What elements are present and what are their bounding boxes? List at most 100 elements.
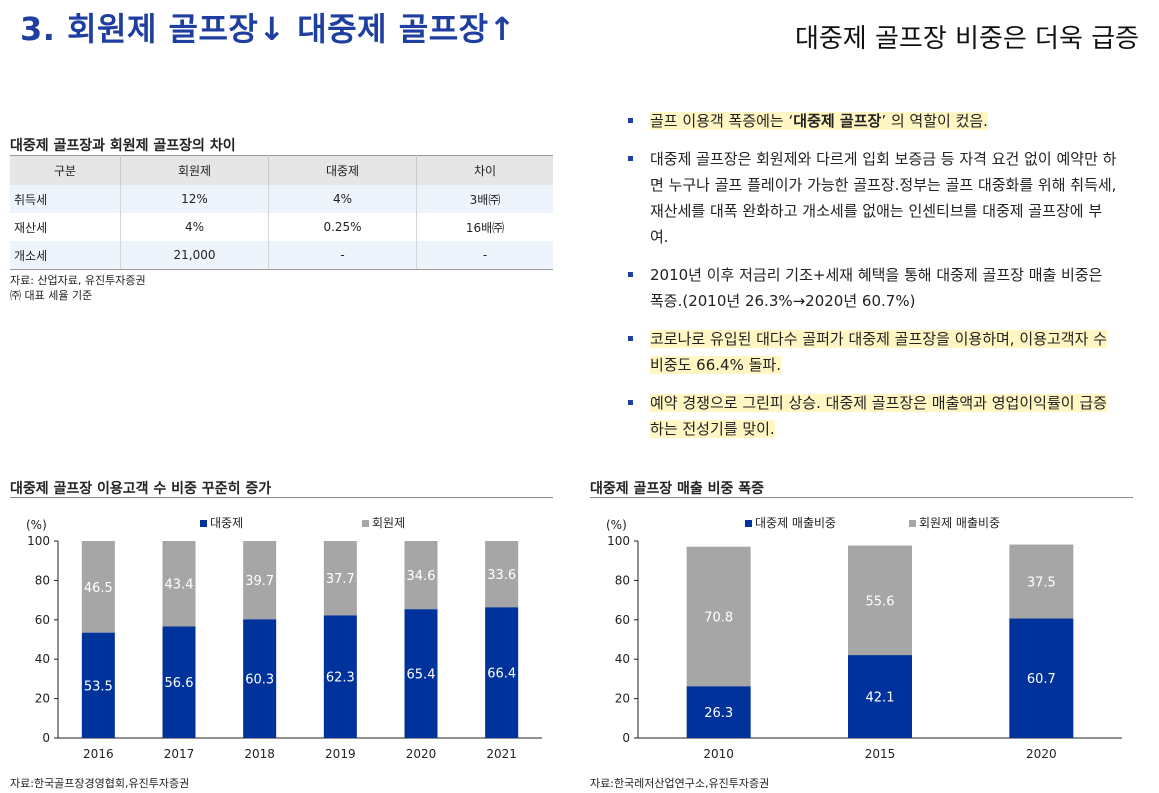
- bullet-text-pre: 예약 경쟁으로 그린피 상승. 대중제 골프장은 매출액과 영업이익률이 급증하…: [650, 394, 1107, 438]
- table-cell: 취득세: [10, 185, 121, 213]
- y-tick-label: 60: [35, 613, 50, 627]
- table-row: 취득세 12% 4% 3배㈜: [10, 185, 553, 213]
- table-header-cell: 차이: [416, 155, 553, 185]
- legend-label: 회원제: [372, 516, 405, 530]
- bullet-text-pre: 2010년 이후 저금리 기조+세재 혜택을 통해 대중제 골프장 매출 비중은…: [650, 266, 1103, 310]
- y-tick-label: 40: [615, 652, 630, 666]
- data-label: 43.4: [165, 578, 194, 593]
- bar-segment: [162, 541, 196, 627]
- data-label: 26.3: [704, 706, 733, 721]
- table-header-row: 구분 회원제 대중제 차이: [10, 155, 553, 185]
- chart1-source: 자료:한국골프장경영협회,유진투자증권: [10, 777, 190, 790]
- data-label: 34.6: [407, 569, 436, 584]
- legend-swatch: [200, 520, 207, 527]
- bar-segment: [686, 546, 751, 687]
- table-cell: 재산세: [14, 220, 48, 235]
- x-tick-label: 2016: [83, 747, 114, 761]
- y-tick-label: 100: [607, 534, 630, 548]
- legend-swatch: [745, 520, 752, 527]
- legend-swatch: [909, 520, 916, 527]
- data-label: 70.8: [704, 610, 733, 625]
- table-cell: 3배㈜: [416, 185, 553, 213]
- chart2-title: 대중제 골프장 매출 비중 폭증: [590, 481, 765, 497]
- data-label: 42.1: [866, 691, 895, 706]
- bullet-text-bold: 대중제 골프장: [793, 112, 882, 130]
- data-label: 55.6: [866, 594, 895, 609]
- bullet-text: 예약 경쟁으로 그린피 상승. 대중제 골프장은 매출액과 영업이익률이 급증하…: [650, 394, 1107, 438]
- table-cell: 4%: [268, 185, 417, 213]
- y-axis-unit: (%): [26, 518, 47, 532]
- bar-segment: [243, 541, 277, 620]
- table-cell: 21,000: [120, 241, 269, 270]
- data-label: 60.7: [1027, 672, 1056, 687]
- table-source: 자료: 산업자료, 유진투자증권: [10, 274, 146, 287]
- y-tick-label: 60: [615, 613, 630, 627]
- bullet-text: 코로나로 유입된 대다수 골퍼가 대중제 골프장을 이용하며, 이용고객자 수 …: [650, 330, 1107, 374]
- chart1-title: 대중제 골프장 이용고객 수 비중 꾸준히 증가: [10, 481, 272, 497]
- chart2-svg: (%) 0 20 40 60 80 100 대중제 매출비중 회원제 매출비중 26.3 70.8 2…: [606, 516, 1122, 761]
- bar-segment: [404, 541, 438, 610]
- table-cell: -: [416, 241, 553, 270]
- x-tick-label: 2018: [244, 747, 275, 761]
- y-tick-label: 0: [622, 731, 630, 745]
- bullet-item: 2010년 이후 저금리 기조+세재 혜택을 통해 대중제 골프장 매출 비중은…: [626, 262, 1118, 314]
- bullet-text-pre: 코로나로 유입된 대다수 골퍼가 대중제 골프장을 이용하며, 이용고객자 수 …: [650, 330, 1107, 374]
- data-label: 62.3: [326, 671, 355, 686]
- y-tick-label: 20: [615, 692, 630, 706]
- bar-segment: [848, 545, 912, 656]
- data-label: 66.4: [487, 667, 516, 682]
- legend-label: 대중제 매출비중: [755, 516, 836, 530]
- bar-segment: [162, 626, 196, 738]
- x-tick-label: 2010: [703, 747, 734, 761]
- bullet-text-pre: 대중제 골프장은 회원제와 다르게 입회 보증금 등 자격 요건 없이 예약만 …: [650, 150, 1117, 246]
- bullet-text-pre: 골프 이용객 폭증에는 ‘: [650, 112, 794, 130]
- data-label: 53.5: [84, 679, 113, 694]
- y-tick-label: 40: [35, 652, 50, 666]
- x-tick-label: 2019: [325, 747, 356, 761]
- x-tick-label: 2017: [164, 747, 195, 761]
- x-tick-label: 2020: [406, 747, 437, 761]
- data-label: 60.3: [245, 673, 274, 688]
- bar-segment: [81, 541, 115, 633]
- bullet-item: 코로나로 유입된 대다수 골퍼가 대중제 골프장을 이용하며, 이용고객자 수 …: [626, 326, 1118, 378]
- bullet-text: 대중제 골프장은 회원제와 다르게 입회 보증금 등 자격 요건 없이 예약만 …: [650, 150, 1116, 246]
- y-tick-label: 80: [615, 573, 630, 587]
- y-tick-label: 80: [35, 573, 50, 587]
- data-label: 37.5: [1027, 575, 1056, 590]
- bullet-list-wrap: 골프 이용객 폭증에는 ‘대중제 골프장’ 의 역할이 컸음. 대중제 골프장은 …: [626, 108, 1118, 454]
- chart2-title-rule: [590, 497, 1133, 498]
- table-row: 개소세 21,000 - -: [10, 241, 553, 270]
- comparison-table: 구분 회원제 대중제 차이 취득세 12% 4% 3배㈜ 재산세 4% 0.25…: [10, 155, 553, 270]
- chart2-source: 자료:한국레저산업연구소,유진투자증권: [590, 777, 770, 790]
- x-tick-label: 2015: [865, 747, 896, 761]
- table-row: 재산세 4% 0.25% 16배㈜: [10, 213, 553, 241]
- bar-segment: [485, 541, 519, 608]
- y-tick-label: 0: [42, 731, 50, 745]
- bar-segment: [404, 609, 438, 738]
- data-label: 39.7: [245, 574, 274, 589]
- x-tick-label: 2020: [1026, 747, 1057, 761]
- y-tick-label: 20: [35, 692, 50, 706]
- bullet-text: 골프 이용객 폭증에는 ‘대중제 골프장’ 의 역할이 컸음.: [650, 112, 988, 130]
- data-label: 33.6: [487, 568, 516, 583]
- page-subtitle: 대중제 골프장 비중은 더욱 급증: [794, 24, 1139, 54]
- legend-label: 대중제: [210, 516, 243, 530]
- bar-segment: [1009, 544, 1074, 619]
- bullet-item: 예약 경쟁으로 그린피 상승. 대중제 골프장은 매출액과 영업이익률이 급증하…: [626, 390, 1118, 442]
- data-label: 56.6: [165, 676, 194, 691]
- bullet-text-post: ’ 의 역할이 컸음.: [881, 112, 988, 130]
- table-title: 대중제 골프장과 회원제 골프장의 차이: [10, 138, 236, 154]
- chart1-svg: (%) 0 20 40 60 80 100 대중제 회원제 53.5 46.5 2016 56.6 43.…: [26, 516, 542, 761]
- table-cell: 0.25%: [268, 213, 417, 241]
- bar-segment: [1009, 618, 1074, 738]
- x-tick-label: 2021: [486, 747, 517, 761]
- legend-label: 회원제 매출비중: [919, 516, 1000, 530]
- data-label: 46.5: [84, 581, 113, 596]
- bar-segment: [243, 619, 277, 738]
- table-cell: 4%: [120, 213, 269, 241]
- bar-segment: [81, 632, 115, 738]
- bullet-item: 대중제 골프장은 회원제와 다르게 입회 보증금 등 자격 요건 없이 예약만 …: [626, 146, 1118, 250]
- comparison-table-wrap: 구분 회원제 대중제 차이 취득세 12% 4% 3배㈜ 재산세 4% 0.25…: [10, 155, 553, 270]
- data-label: 65.4: [407, 668, 436, 683]
- table-note: ㈜ 대표 세율 기준: [10, 289, 93, 302]
